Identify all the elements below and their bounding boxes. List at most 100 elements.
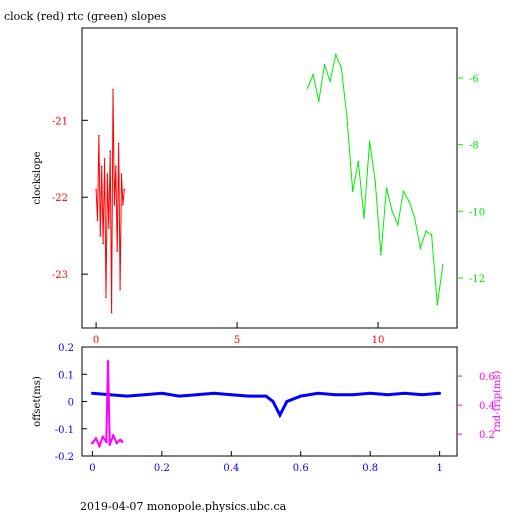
offset-point bbox=[264, 394, 268, 398]
rndtrip-point bbox=[115, 441, 119, 445]
rtc-point bbox=[346, 117, 348, 119]
x-tick-label: 5 bbox=[234, 335, 240, 346]
clock-point bbox=[110, 311, 113, 314]
y-tick-label: 0.2 bbox=[58, 343, 74, 354]
rndtrip-point bbox=[106, 360, 110, 363]
rndtrip-point bbox=[108, 442, 112, 446]
series-rtc-line bbox=[307, 53, 444, 305]
rtc-point bbox=[413, 217, 416, 219]
rndtrip-point bbox=[91, 441, 94, 445]
rtc-point bbox=[306, 87, 309, 89]
offset-point bbox=[351, 393, 355, 397]
rtc-point bbox=[430, 233, 433, 236]
y-tick-label: 0.1 bbox=[58, 370, 74, 381]
clock-point bbox=[116, 250, 119, 252]
offset-point bbox=[247, 394, 251, 398]
clock-point bbox=[123, 188, 126, 191]
rtc-point bbox=[323, 63, 326, 66]
clock-point bbox=[113, 204, 116, 206]
rtc-point bbox=[363, 217, 365, 219]
y2-axis-label: rnd-trip(ms) bbox=[492, 370, 503, 432]
clock-point bbox=[103, 157, 106, 160]
offset-point bbox=[285, 400, 289, 403]
x-tick-label: 0.8 bbox=[362, 463, 378, 474]
chart-title: clock (red) rtc (green) slopes bbox=[4, 10, 167, 23]
rtc-point bbox=[334, 53, 337, 56]
rndtrip-point bbox=[97, 444, 101, 448]
clock-point bbox=[96, 219, 99, 222]
clock-point bbox=[112, 88, 114, 91]
offset-point bbox=[177, 394, 181, 398]
x-tick-label: 0 bbox=[93, 335, 99, 346]
offset-point bbox=[368, 391, 372, 395]
offset-point bbox=[316, 391, 320, 395]
offset-point bbox=[229, 393, 233, 397]
y2-tick-label: 0.6 bbox=[479, 372, 495, 383]
y2-tick-label: -12 bbox=[469, 274, 485, 285]
clock-point bbox=[122, 204, 124, 206]
plot-frame bbox=[81, 346, 458, 457]
offset-point bbox=[334, 393, 337, 397]
rtc-point bbox=[391, 210, 393, 213]
rndtrip-point bbox=[94, 437, 98, 440]
clock-point bbox=[100, 165, 103, 168]
rndtrip-point bbox=[104, 440, 108, 443]
rtc-point bbox=[318, 100, 320, 103]
x-tick-label: 0 bbox=[89, 463, 95, 474]
rtc-point bbox=[351, 190, 354, 193]
offset-point bbox=[195, 393, 198, 397]
x-tick-label: 0.4 bbox=[223, 463, 239, 474]
offset-point bbox=[420, 393, 424, 397]
rtc-point bbox=[380, 253, 382, 256]
offset-point bbox=[403, 391, 407, 395]
rtc-point bbox=[419, 247, 422, 249]
rndtrip-point bbox=[101, 435, 105, 439]
y-tick-label: -21 bbox=[52, 116, 68, 127]
rtc-point bbox=[402, 190, 405, 193]
clock-point bbox=[117, 142, 120, 145]
rtc-point bbox=[425, 230, 427, 233]
clock-point bbox=[107, 227, 110, 229]
y2-tick-label: 0.2 bbox=[479, 430, 495, 441]
clock-point bbox=[119, 288, 121, 291]
rtc-point bbox=[408, 200, 410, 203]
offset-panel: 0 0.2 0.4 0.6 0.8 1 -0.2 -0.1 0 0.1 0.2 0.2 0.4 0.6 of… bbox=[32, 343, 503, 474]
offset-point bbox=[125, 394, 129, 398]
y-tick-label: -22 bbox=[52, 193, 68, 204]
y-tick-label: -23 bbox=[52, 270, 68, 281]
clock-point bbox=[109, 150, 111, 152]
rndtrip-point bbox=[111, 434, 115, 438]
offset-point bbox=[212, 391, 216, 395]
series-clock-line bbox=[95, 89, 125, 313]
y-axis-label: offset(ms) bbox=[32, 376, 43, 427]
rtc-point bbox=[329, 80, 331, 83]
offset-point bbox=[143, 393, 146, 397]
y2-tick-label: 0.4 bbox=[479, 401, 495, 412]
offset-point bbox=[299, 394, 303, 398]
offset-point bbox=[271, 400, 275, 403]
rtc-point bbox=[368, 140, 371, 143]
offset-point bbox=[438, 391, 442, 395]
rtc-point bbox=[357, 160, 360, 163]
clock-point bbox=[106, 173, 109, 175]
x-tick-label: 10 bbox=[372, 335, 385, 346]
rtc-point bbox=[374, 180, 377, 183]
x-tick-label: 0.6 bbox=[293, 463, 309, 474]
x-tick-label: 0.2 bbox=[154, 463, 170, 474]
offset-point bbox=[386, 393, 389, 397]
rtc-point bbox=[442, 263, 444, 266]
slopes-panel: 0 5 10 -23 -22 -21 -12 -10 -8 -6 clockslope bbox=[32, 27, 485, 346]
offset-point bbox=[91, 391, 94, 395]
y2-tick-label: -10 bbox=[469, 207, 485, 218]
rtc-point bbox=[385, 187, 388, 189]
clock-point bbox=[102, 242, 104, 245]
rtc-point bbox=[396, 223, 399, 226]
rtc-point bbox=[436, 303, 439, 306]
clock-point bbox=[105, 296, 107, 299]
y-tick-label: -0.1 bbox=[55, 425, 74, 436]
rtc-point bbox=[312, 73, 315, 76]
offset-point bbox=[278, 413, 282, 417]
y-tick-label: -0.2 bbox=[55, 452, 74, 463]
y-axis-label: clockslope bbox=[32, 151, 43, 204]
